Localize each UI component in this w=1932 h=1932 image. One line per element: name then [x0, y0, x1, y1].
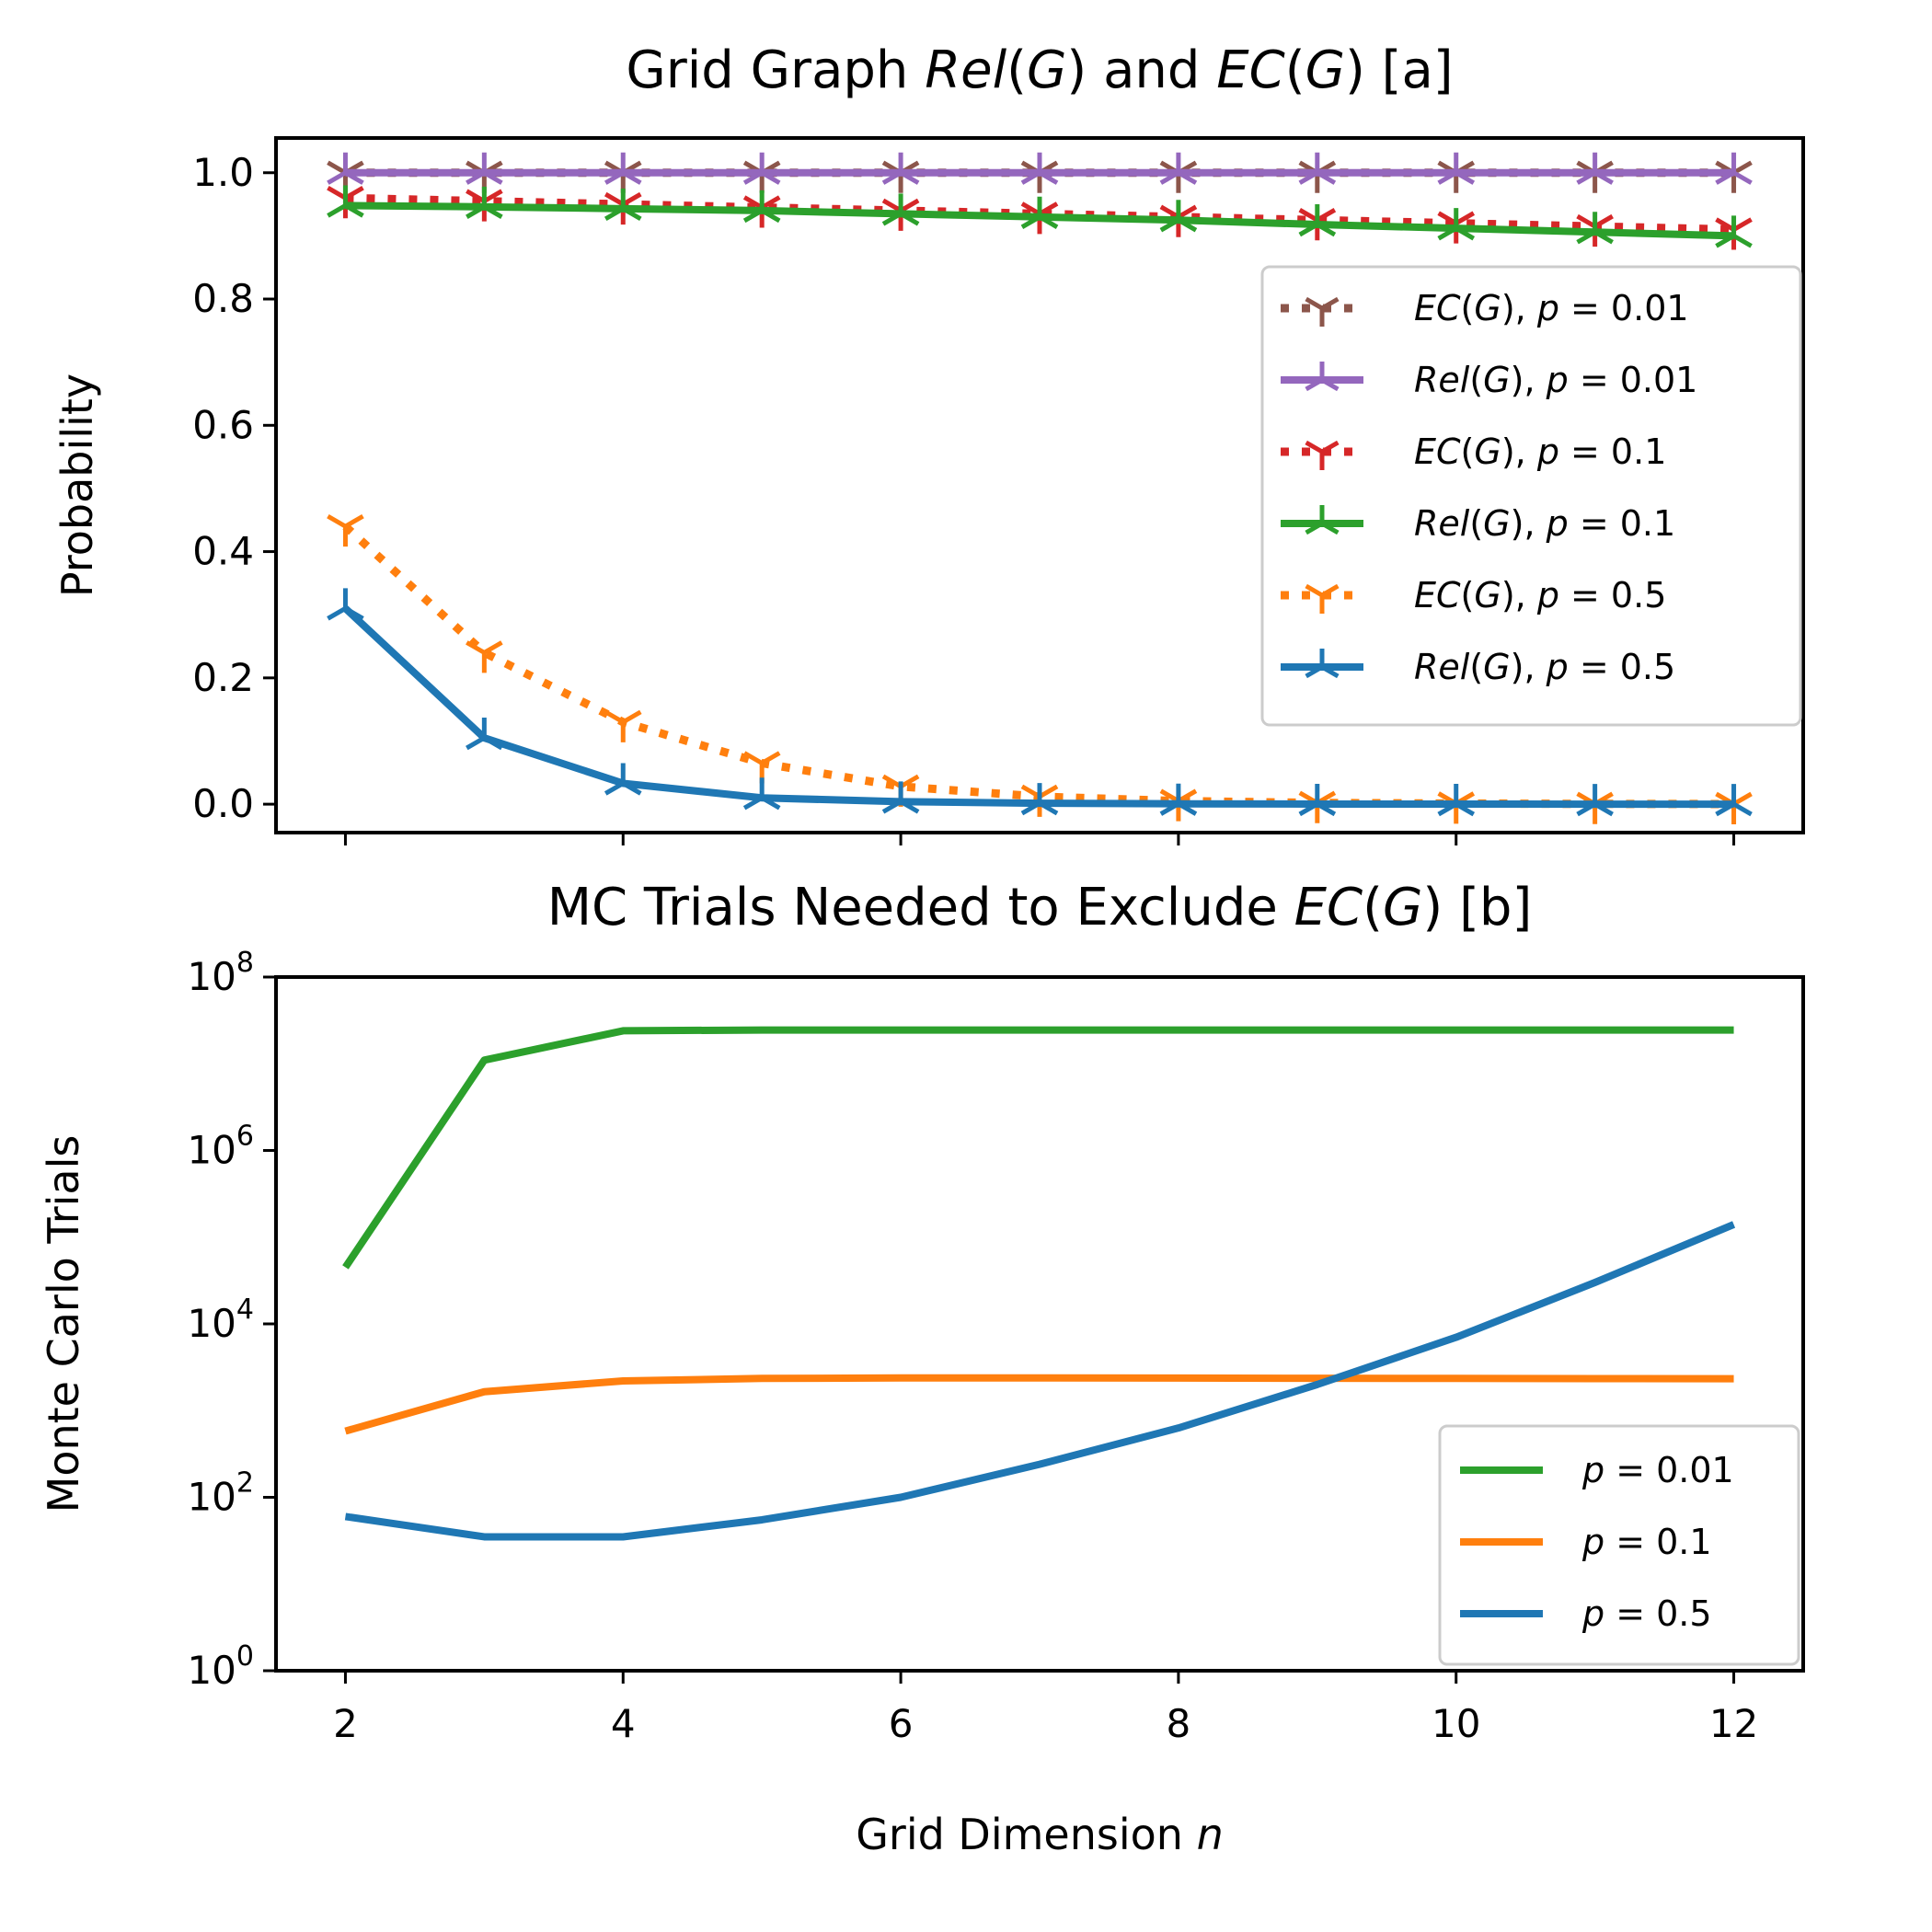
- chart-a-point: [881, 152, 920, 185]
- chart-b-series-line-1: [344, 1374, 1734, 1435]
- chart-a-point: [1437, 208, 1476, 241]
- chart-a-legend-label: EC(G), p = 0.5: [1414, 575, 1666, 615]
- chart-a-series-5: [327, 588, 1753, 817]
- chart-a-frame: [274, 136, 1805, 834]
- chart-b-legend-label: p = 0.5: [1581, 1593, 1712, 1634]
- chart-a-point: [742, 190, 781, 224]
- chart-a-legend-marker: [1305, 583, 1340, 614]
- chart-b-x-label: Grid Dimension n: [856, 1810, 1223, 1859]
- chart-a-point: [327, 588, 364, 621]
- chart-a-series-1: [327, 152, 1753, 185]
- chart-b-legend-label: p = 0.1: [1581, 1522, 1712, 1562]
- chart-b-x-tick-label: 12: [1709, 1701, 1758, 1746]
- chart-a-point: [604, 188, 642, 222]
- chart-a-legend-marker: [1305, 362, 1340, 392]
- chart-a-legend-label: Rel(G), p = 0.01: [1414, 360, 1697, 400]
- chart-a-point: [1715, 152, 1753, 185]
- chart-a-legend-label: EC(G), p = 0.01: [1414, 288, 1689, 328]
- chart-a-legend-label: Rel(G), p = 0.1: [1414, 503, 1675, 544]
- chart-b-x-tick-label: 6: [889, 1701, 914, 1746]
- chart-a-point: [1576, 152, 1614, 185]
- chart-a-point: [1576, 784, 1614, 817]
- chart-a-point: [1437, 784, 1476, 817]
- chart-a-point: [1715, 784, 1753, 817]
- chart-a-point: [466, 640, 503, 673]
- chart-a-point: [1298, 204, 1337, 237]
- chart-a-point: [327, 185, 364, 218]
- chart-b-legend: p = 0.01 p = 0.1 p = 0.5: [1438, 1424, 1800, 1666]
- chart-a-legend-marker: [1305, 296, 1340, 327]
- chart-a-series-3: [327, 185, 1753, 248]
- chart-a-point: [1020, 152, 1059, 185]
- chart-b-y-label: Monte Carlo Trials: [39, 1135, 88, 1513]
- chart-b-x-tick-label: 10: [1432, 1701, 1480, 1746]
- chart-a-y-tick-label: 0.4: [192, 529, 254, 574]
- chart-b-series-line-0: [342, 1026, 1734, 1270]
- chart-b-title: MC Trials Needed to Exclude EC(G) [b]: [547, 878, 1533, 937]
- chart-a-legend-marker: [1305, 505, 1340, 535]
- chart-a-point: [604, 709, 642, 742]
- chart-a-y-tick-label: 0.8: [192, 276, 254, 321]
- chart-a-point: [327, 152, 364, 185]
- chart-a-y-tick-label: 0.6: [192, 402, 254, 447]
- chart-a-y-tick-label: 1.0: [192, 150, 254, 195]
- chart-a-point: [466, 152, 503, 185]
- chart-a-point: [1715, 215, 1753, 248]
- chart-a-point: [1159, 200, 1198, 233]
- chart-b-legend-label: p = 0.01: [1581, 1450, 1734, 1490]
- chart-a-point: [327, 513, 364, 547]
- chart-a-point: [881, 193, 920, 226]
- chart-a-series-0: [327, 160, 1753, 193]
- chart-a: Grid Graph Rel(G) and EC(G) [a] Probabili…: [52, 40, 1805, 845]
- chart-a-y-tick-label: 0.0: [192, 781, 254, 826]
- chart-a-point: [604, 763, 642, 796]
- chart-a-point: [466, 186, 503, 219]
- chart-b-y-tick-label: 100: [187, 1640, 254, 1693]
- chart-a-point: [1020, 196, 1059, 229]
- chart-b-legend-box: [1438, 1424, 1800, 1666]
- chart-a-legend-marker: [1305, 440, 1340, 470]
- chart-a-title: Grid Graph Rel(G) and EC(G) [a]: [626, 40, 1453, 100]
- chart-a-point: [742, 152, 781, 185]
- chart-a-point: [1159, 783, 1198, 816]
- chart-a-point: [742, 777, 781, 811]
- chart-a-point: [881, 781, 920, 814]
- chart-b-frame: [274, 975, 1805, 1673]
- chart-a-point: [1298, 783, 1337, 817]
- chart-a-y-tick-label: 0.2: [192, 655, 254, 700]
- chart-a-point: [1576, 212, 1614, 245]
- chart-b-x-tick-label: 2: [333, 1701, 358, 1746]
- chart-a-point: [466, 718, 503, 751]
- chart-b-y-tick-label: 106: [187, 1121, 254, 1173]
- chart-b-y-tick-label: 104: [187, 1294, 254, 1346]
- chart-a-legend-label: Rel(G), p = 0.5: [1414, 647, 1675, 687]
- chart-a-y-label: Probability: [52, 374, 102, 597]
- chart-a-legend-label: EC(G), p = 0.1: [1414, 431, 1666, 472]
- chart-a-point: [1437, 152, 1476, 185]
- chart-b-y-tick-label: 102: [187, 1467, 254, 1520]
- chart-a-legend: EC(G), p = 0.01 Rel(G), p = 0.01 EC(G), p …: [1260, 265, 1802, 727]
- chart-b-x-tick-label: 4: [611, 1701, 636, 1746]
- chart-a-legend-box: [1260, 265, 1802, 727]
- chart-b-series-line-2: [344, 1221, 1736, 1541]
- chart-b-y-tick-label: 108: [187, 947, 254, 999]
- chart-a-point: [1159, 152, 1198, 185]
- chart-a-point: [1298, 152, 1337, 185]
- chart-b: MC Trials Needed to Exclude EC(G) [b] Mon…: [39, 878, 1805, 1859]
- chart-a-point: [1020, 783, 1059, 816]
- chart-a-point: [604, 152, 642, 185]
- chart-a-legend-marker: [1305, 649, 1340, 679]
- chart-b-x-tick-label: 8: [1167, 1701, 1191, 1746]
